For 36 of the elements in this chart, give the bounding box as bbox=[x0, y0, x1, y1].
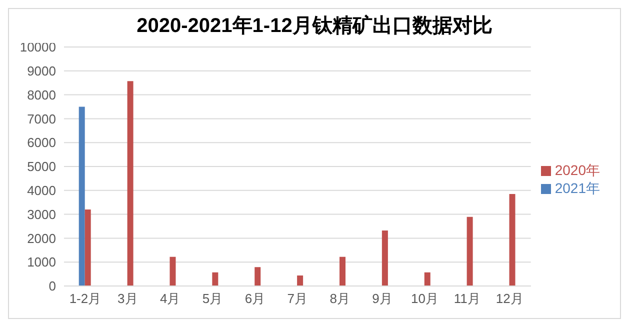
y-tick-label: 7000 bbox=[27, 111, 56, 126]
x-tick-label: 12月 bbox=[496, 291, 524, 306]
x-tick-label: 3月 bbox=[118, 291, 138, 306]
bar bbox=[424, 272, 430, 286]
bar bbox=[339, 256, 346, 286]
legend-label: 2021年 bbox=[554, 180, 600, 196]
y-tick-label: 0 bbox=[48, 278, 56, 294]
bar bbox=[382, 230, 388, 286]
x-tick-label: 10月 bbox=[411, 291, 438, 306]
bar bbox=[254, 267, 261, 286]
y-tick-label: 6000 bbox=[27, 135, 56, 150]
x-tick-label: 1-2月 bbox=[69, 291, 102, 306]
bar bbox=[297, 275, 304, 286]
y-tick-label: 1000 bbox=[27, 254, 56, 270]
x-tick-label: 11月 bbox=[454, 291, 480, 306]
y-tick-label: 2000 bbox=[27, 230, 56, 246]
y-tick-label: 9000 bbox=[27, 64, 56, 79]
bar bbox=[509, 194, 516, 286]
bar bbox=[127, 81, 134, 286]
y-tick-label: 8000 bbox=[27, 87, 56, 102]
bar bbox=[212, 272, 218, 286]
x-tick-label: 9月 bbox=[372, 291, 392, 306]
y-tick-label: 3000 bbox=[27, 206, 56, 222]
chart-title: 2020-2021年1-12月钛精矿出口数据对比 bbox=[136, 15, 492, 37]
bar bbox=[84, 210, 91, 286]
legend-label: 2020年 bbox=[554, 162, 600, 178]
bar bbox=[78, 106, 85, 286]
x-tick-label: 7月 bbox=[287, 291, 308, 306]
x-tick-label: 4月 bbox=[160, 291, 180, 306]
y-tick-label: 5000 bbox=[27, 159, 56, 174]
bar bbox=[170, 256, 176, 286]
x-tick-label: 6月 bbox=[244, 291, 266, 306]
x-tick-label: 8月 bbox=[330, 291, 350, 306]
y-tick-label: 4000 bbox=[27, 183, 56, 198]
x-tick-label: 5月 bbox=[202, 291, 223, 306]
bar bbox=[466, 216, 473, 286]
